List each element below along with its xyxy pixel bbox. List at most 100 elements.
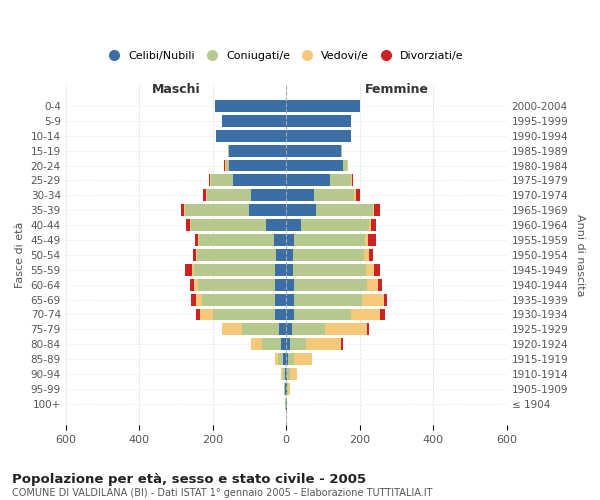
Bar — [278, 353, 283, 365]
Bar — [251, 190, 286, 202]
Bar — [196, 249, 197, 261]
Bar — [184, 204, 185, 216]
Bar — [286, 234, 293, 246]
Bar — [283, 368, 285, 380]
Bar — [275, 308, 286, 320]
Bar — [228, 144, 229, 156]
Bar — [193, 249, 196, 261]
Bar — [191, 219, 266, 231]
Bar — [331, 174, 350, 186]
Bar — [293, 234, 365, 246]
Bar — [307, 338, 341, 350]
Bar — [369, 249, 373, 261]
Bar — [196, 294, 202, 306]
Bar — [191, 294, 196, 306]
Bar — [293, 353, 312, 365]
Bar — [367, 278, 378, 290]
Bar — [350, 308, 380, 320]
Bar — [262, 338, 281, 350]
Bar — [290, 368, 297, 380]
Bar — [222, 115, 286, 127]
Bar — [193, 264, 194, 276]
Bar — [356, 190, 361, 202]
Bar — [190, 278, 194, 290]
Bar — [374, 264, 380, 276]
Bar — [286, 338, 290, 350]
Bar — [373, 204, 374, 216]
Bar — [341, 338, 343, 350]
Bar — [371, 219, 376, 231]
Bar — [293, 278, 367, 290]
Bar — [367, 264, 374, 276]
Bar — [198, 278, 275, 290]
Bar — [287, 368, 290, 380]
Bar — [288, 353, 293, 365]
Bar — [194, 264, 275, 276]
Bar — [217, 130, 286, 141]
Bar — [197, 249, 276, 261]
Bar — [196, 234, 199, 246]
Bar — [215, 130, 217, 141]
Bar — [196, 308, 200, 320]
Bar — [286, 294, 293, 306]
Bar — [210, 174, 211, 186]
Bar — [286, 115, 350, 127]
Bar — [367, 324, 369, 336]
Bar — [211, 174, 233, 186]
Bar — [290, 338, 307, 350]
Bar — [293, 249, 364, 261]
Bar — [194, 278, 198, 290]
Text: COMUNE DI VALDILANA (BI) - Dati ISTAT 1° gennaio 2005 - Elaborazione TUTTITALIA.: COMUNE DI VALDILANA (BI) - Dati ISTAT 1°… — [12, 488, 433, 498]
Bar — [374, 204, 380, 216]
Bar — [285, 368, 286, 380]
Bar — [226, 160, 229, 172]
Bar — [292, 324, 325, 336]
Bar — [301, 219, 369, 231]
Bar — [288, 383, 290, 395]
Bar — [293, 294, 362, 306]
Bar — [275, 294, 286, 306]
Bar — [209, 174, 210, 186]
Bar — [276, 249, 286, 261]
Text: Popolazione per età, sesso e stato civile - 2005: Popolazione per età, sesso e stato civil… — [12, 472, 366, 486]
Bar — [275, 264, 286, 276]
Bar — [286, 264, 293, 276]
Bar — [185, 264, 193, 276]
Bar — [284, 383, 286, 395]
Text: Femmine: Femmine — [364, 82, 428, 96]
Bar — [286, 100, 360, 112]
Bar — [343, 160, 347, 172]
Bar — [281, 368, 283, 380]
Bar — [314, 190, 354, 202]
Bar — [207, 190, 251, 202]
Bar — [202, 294, 275, 306]
Bar — [316, 204, 373, 216]
Bar — [350, 174, 352, 186]
Bar — [347, 160, 349, 172]
Bar — [281, 338, 286, 350]
Y-axis label: Fasce di età: Fasce di età — [15, 222, 25, 288]
Bar — [274, 234, 286, 246]
Bar — [203, 190, 206, 202]
Bar — [279, 324, 286, 336]
Bar — [251, 338, 262, 350]
Bar — [233, 174, 286, 186]
Bar — [266, 219, 286, 231]
Bar — [215, 100, 286, 112]
Bar — [286, 130, 350, 141]
Bar — [293, 264, 367, 276]
Bar — [287, 383, 288, 395]
Bar — [283, 353, 286, 365]
Bar — [229, 144, 286, 156]
Y-axis label: Anni di nascita: Anni di nascita — [575, 214, 585, 296]
Bar — [199, 234, 274, 246]
Bar — [286, 219, 301, 231]
Bar — [368, 234, 376, 246]
Bar — [365, 234, 368, 246]
Bar — [286, 383, 287, 395]
Bar — [350, 130, 351, 141]
Bar — [383, 294, 387, 306]
Bar — [341, 144, 343, 156]
Bar — [362, 294, 383, 306]
Bar — [225, 160, 226, 172]
